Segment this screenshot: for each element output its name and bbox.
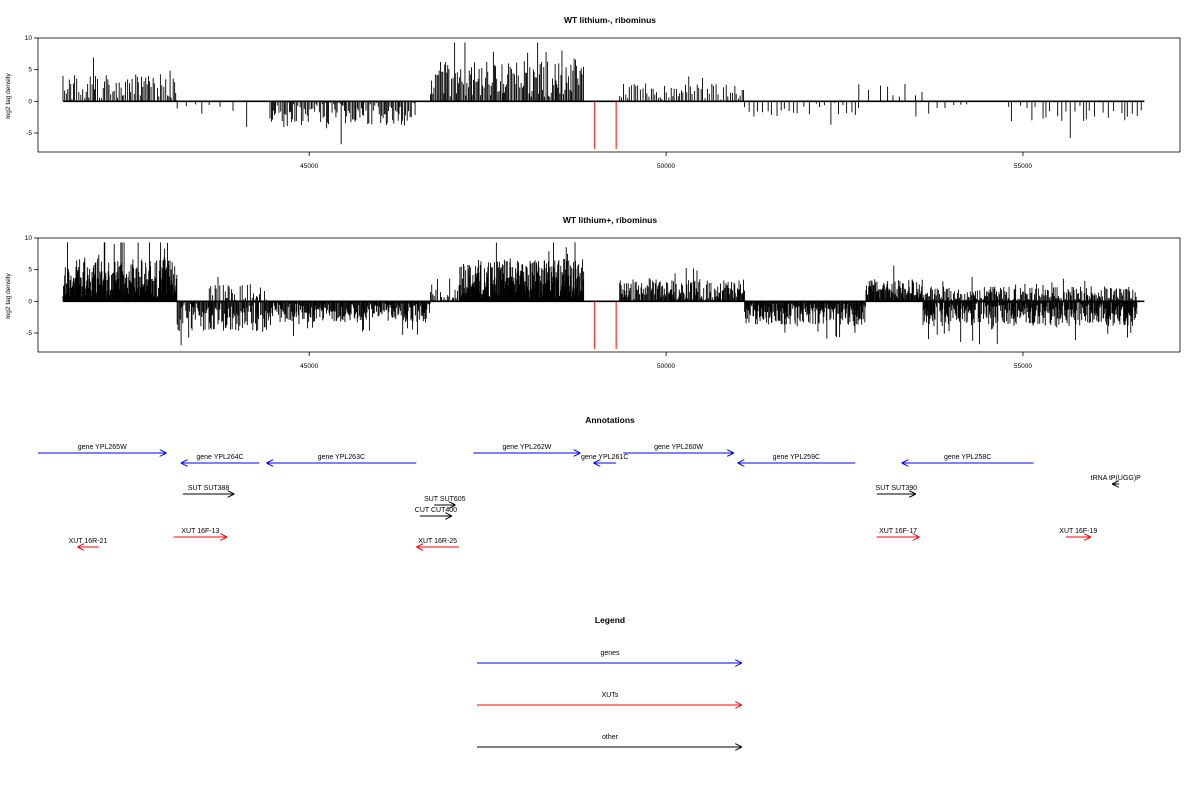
feature-label: XUT 16F-19 [1059,528,1097,535]
legend-label: XUTs [602,692,619,699]
feature-label: gene YPL261C [581,454,628,461]
feature-label: gene YPL264C [196,454,243,461]
x-tick-label: 50000 [657,163,675,170]
panel-1-frame [37,37,1181,153]
y-tick-label: 0 [28,298,32,305]
feature-label: SUT SUT390 [876,485,918,492]
track-panel-1: WT lithium-, ribominus log2 tag density … [5,15,1181,170]
panel-2-title: WT lithium+, ribominus [563,215,657,225]
feature-label: gene YPL265W [78,444,127,451]
x-tick-label: 45000 [300,363,318,370]
panel-1-marks [62,42,1142,149]
track-panel-2: WT lithium+, ribominus log2 tag density … [5,215,1181,370]
y-tick-label: 0 [28,98,32,105]
y-tick-label: 5 [28,267,32,274]
annotation-features: gene YPL265W gene YPL264C gene YPL263C gene… [38,444,1141,547]
x-tick-label: 55000 [1014,163,1032,170]
feature-label: gene YPL262W [502,444,551,451]
legend-title: Legend [595,615,625,625]
panel-2-ylabel: log2 tag density [5,272,12,318]
legend-label: genes [600,650,620,657]
feature-label: gene YPL259C [773,454,820,461]
feature-label: gene YPL258C [944,454,991,461]
feature-label: gene YPL260W [654,444,703,451]
feature-label: XUT 16R-21 [69,538,108,545]
x-tick-label: 55000 [1014,363,1032,370]
feature-label: gene YPL263C [318,454,365,461]
feature-label: SUT SUT605 [424,496,466,503]
x-tick-label: 45000 [300,163,318,170]
feature-label: XUT 16F-17 [879,528,917,535]
legend-items: genes XUTs other [477,650,742,747]
legend-label: other [602,734,619,741]
panel-1-title: WT lithium-, ribominus [564,15,656,25]
y-tick-label: -5 [26,130,32,137]
feature-label: tRNA tP(UGG)P [1091,475,1142,482]
y-tick-label: 10 [25,235,33,242]
y-tick-label: 10 [25,35,33,42]
panel-2-frame [37,237,1181,353]
annotations-title: Annotations [585,415,635,425]
legend-panel: Legend genes XUTs other [477,615,742,747]
x-tick-label: 50000 [657,363,675,370]
feature-label: XUT 16R-25 [418,538,457,545]
panel-1-ylabel: log2 tag density [5,72,12,118]
panel-1-axes: 10 5 0 -5 45000 50000 55000 [25,35,1145,170]
panel-2-marks [62,242,1138,349]
feature-label: XUT 16F-13 [181,528,219,535]
y-tick-label: 5 [28,67,32,74]
feature-label: SUT SUT388 [188,485,230,492]
y-tick-label: -5 [26,330,32,337]
feature-label: CUT CUT400 [415,507,457,514]
panel-2-axes: 10 5 0 -5 45000 50000 55000 [25,235,1145,370]
